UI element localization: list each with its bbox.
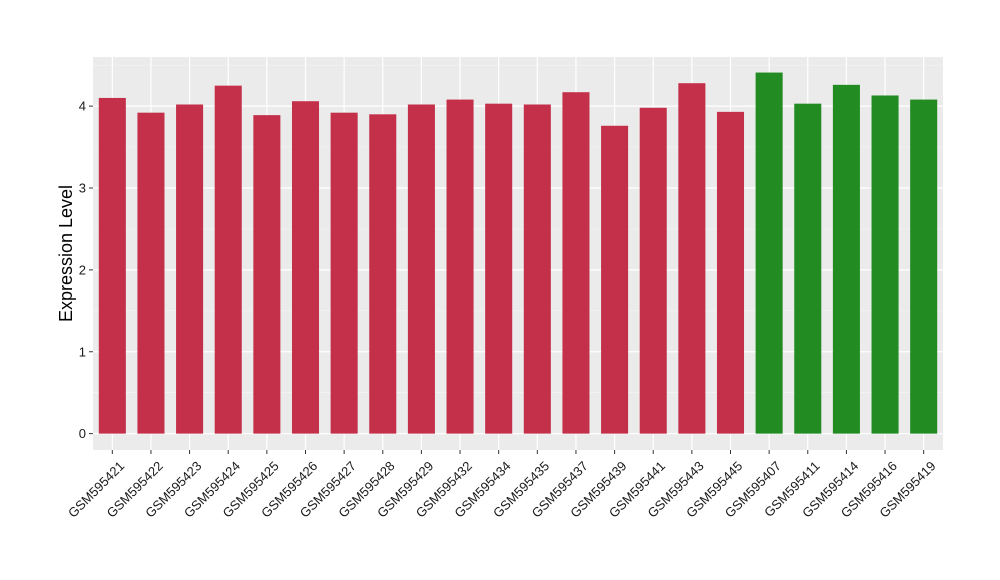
bar-GSM595445 <box>716 111 745 434</box>
y-tick-label: 0 <box>79 426 86 441</box>
bar-GSM595441 <box>639 107 667 434</box>
y-axis-title: Expression Level <box>56 185 76 322</box>
bar-GSM595424 <box>214 85 242 434</box>
bar-GSM595426 <box>291 101 320 434</box>
y-tick-label: 1 <box>79 344 86 359</box>
bar-GSM595416 <box>871 95 899 434</box>
y-tick-label: 4 <box>79 99 86 114</box>
bar-GSM595434 <box>485 103 513 434</box>
bar-GSM595432 <box>446 99 474 434</box>
bar-GSM595414 <box>832 84 860 434</box>
x-axis-ticks: GSM595421GSM595422GSM595423GSM595424GSM5… <box>65 450 939 521</box>
y-axis-ticks: 0 1 2 3 4 <box>79 99 93 441</box>
bar-GSM595421 <box>98 97 126 434</box>
bars <box>98 72 938 434</box>
bar-GSM595443 <box>678 83 706 434</box>
bar-GSM595429 <box>407 104 435 434</box>
y-tick-label: 2 <box>79 262 86 277</box>
bar-GSM595411 <box>794 103 822 434</box>
bar-GSM595423 <box>176 104 204 434</box>
bar-GSM595425 <box>253 115 281 434</box>
y-tick-label: 3 <box>79 181 86 196</box>
bar-GSM595437 <box>562 92 590 434</box>
bar-GSM595427 <box>330 112 358 434</box>
bar-GSM595428 <box>369 114 397 434</box>
bar-GSM595435 <box>523 104 551 434</box>
bar-GSM595439 <box>601 125 629 434</box>
bar-GSM595422 <box>137 112 165 434</box>
bar-GSM595419 <box>910 99 938 434</box>
bar-GSM595407 <box>755 72 783 434</box>
